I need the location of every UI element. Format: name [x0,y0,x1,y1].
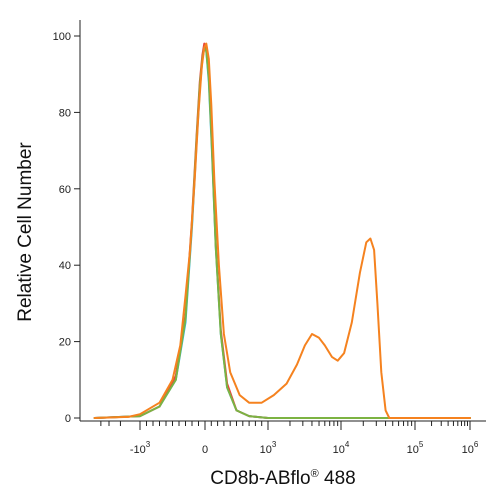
x-tick-label: 0 [202,444,208,456]
axes-layer [79,20,486,422]
series-line-4 [93,42,471,419]
series-line-3 [93,46,471,419]
y-tick-label: 20 [59,337,71,349]
x-tick-label: 104 [333,440,350,456]
y-tick-label: 100 [53,31,71,43]
x-ticks-layer: -103 0 103 104 105 106 [130,421,479,456]
y-ticks-layer: 0 20 40 60 80 100 [53,31,80,425]
y-tick-label: 0 [65,413,71,425]
y-tick-label: 60 [59,184,71,196]
y-tick-label: 40 [59,260,71,272]
x-axis-title-mark: ® [311,468,319,480]
x-tick-label: -103 [130,440,151,456]
y-axis-title: Relative Cell Number [15,142,36,322]
y-tick-label: 80 [59,107,71,119]
x-axis-title: CD8b-ABflo® 488 [210,468,355,489]
x-tick-label: 105 [407,440,424,456]
x-tick-label: 106 [462,440,479,456]
x-axis-title-suffix: 488 [319,468,356,489]
x-axis-title-main: CD8b-ABflo [210,468,310,489]
series-layer [93,42,471,419]
series-line-1 [93,46,471,419]
x-minor-ticks-layer [100,421,468,426]
series-line-2 [93,42,471,419]
x-tick-label: 103 [260,440,277,456]
